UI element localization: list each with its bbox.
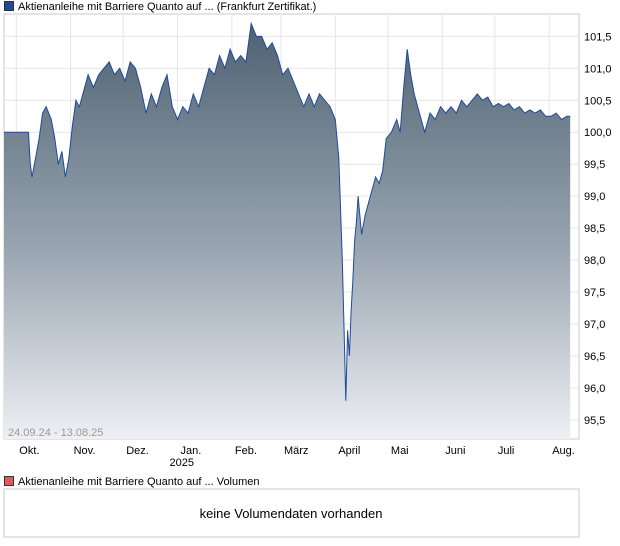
x-tick-label: Jan. bbox=[181, 445, 202, 457]
x-tick-label: März bbox=[284, 445, 308, 457]
y-tick-label: 99,0 bbox=[584, 191, 605, 203]
volume-panel bbox=[3, 488, 580, 538]
x-year-label: 2025 bbox=[170, 457, 194, 469]
x-tick-label: Nov. bbox=[74, 445, 96, 457]
y-tick-label: 95,5 bbox=[584, 415, 605, 427]
price-legend-label: Aktienanleihe mit Barriere Quanto auf ..… bbox=[18, 1, 317, 13]
y-tick-label: 100,5 bbox=[584, 95, 612, 107]
volume-legend-label: Aktienanleihe mit Barriere Quanto auf ..… bbox=[18, 476, 260, 488]
y-tick-label: 101,5 bbox=[584, 31, 612, 43]
y-tick-label: 101,0 bbox=[584, 63, 612, 75]
x-tick-label: April bbox=[338, 445, 360, 457]
price-legend-swatch bbox=[4, 1, 14, 11]
y-tick-label: 97,0 bbox=[584, 319, 605, 331]
x-tick-label: Mai bbox=[391, 445, 409, 457]
y-tick-label: 98,5 bbox=[584, 223, 605, 235]
x-tick-label: Juli bbox=[498, 445, 515, 457]
y-tick-label: 96,5 bbox=[584, 351, 605, 363]
price-area-fill bbox=[4, 23, 571, 439]
y-tick-label: 99,5 bbox=[584, 159, 605, 171]
x-tick-label: Aug. bbox=[552, 445, 575, 457]
price-line bbox=[4, 21, 571, 401]
y-tick-label: 98,0 bbox=[584, 255, 605, 267]
price-legend: Aktienanleihe mit Barriere Quanto auf ..… bbox=[4, 0, 316, 14]
y-tick-label: 96,0 bbox=[584, 383, 605, 395]
no-volume-message: keine Volumendaten vorhanden bbox=[200, 506, 383, 521]
y-tick-label: 100,0 bbox=[584, 127, 612, 139]
x-tick-label: Okt. bbox=[19, 445, 39, 457]
x-tick-label: Feb. bbox=[235, 445, 257, 457]
volume-legend: Aktienanleihe mit Barriere Quanto auf ..… bbox=[4, 475, 260, 489]
y-tick-label: 97,5 bbox=[584, 287, 605, 299]
x-tick-label: Dez. bbox=[126, 445, 149, 457]
x-tick-label: Juni bbox=[445, 445, 465, 457]
volume-legend-swatch bbox=[4, 476, 14, 486]
date-range-label: 24.09.24 - 13.08.25 bbox=[8, 427, 103, 439]
